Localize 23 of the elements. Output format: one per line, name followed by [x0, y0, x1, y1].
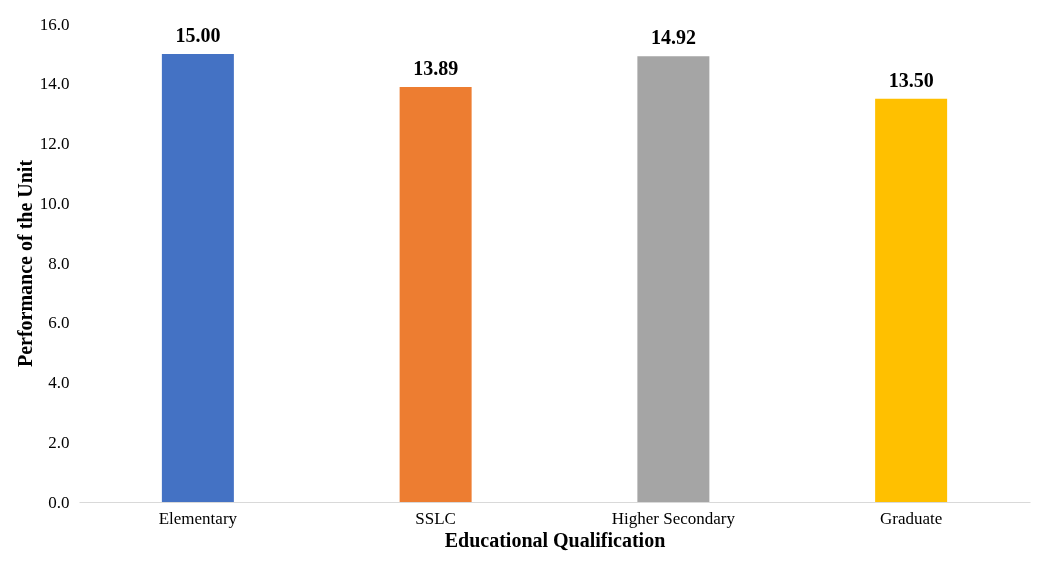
y-axis-title: Performance of the Unit	[13, 159, 36, 368]
x-tick-label: Graduate	[879, 508, 943, 528]
data-label: 13.89	[413, 57, 459, 80]
bar	[637, 56, 710, 502]
x-tick-label: Elementary	[158, 508, 238, 528]
y-tick-label: 0.0	[48, 492, 70, 512]
data-label: 15.00	[175, 23, 221, 46]
data-label: 13.50	[888, 68, 934, 91]
y-tick-label: 8.0	[48, 253, 70, 273]
y-tick-label: 12.0	[39, 134, 70, 153]
x-axis-title: Educational Qualification	[444, 528, 666, 551]
bar	[399, 87, 472, 502]
y-tick-label: 14.0	[39, 74, 70, 94]
x-tick-label: SSLC	[415, 508, 456, 528]
y-tick-label: 16.0	[39, 14, 70, 34]
bar	[875, 98, 948, 502]
x-tick-label: Higher Secondary	[611, 508, 736, 528]
data-label: 14.92	[650, 26, 696, 49]
bar	[161, 53, 234, 502]
y-tick-label: 4.0	[48, 373, 70, 392]
y-tick-label: 2.0	[48, 432, 70, 452]
y-tick-label: 10.0	[39, 193, 70, 213]
y-tick-label: 6.0	[48, 313, 70, 333]
